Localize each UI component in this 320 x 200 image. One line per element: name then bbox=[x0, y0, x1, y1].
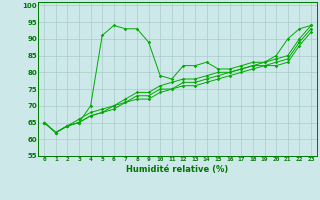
X-axis label: Humidité relative (%): Humidité relative (%) bbox=[126, 165, 229, 174]
